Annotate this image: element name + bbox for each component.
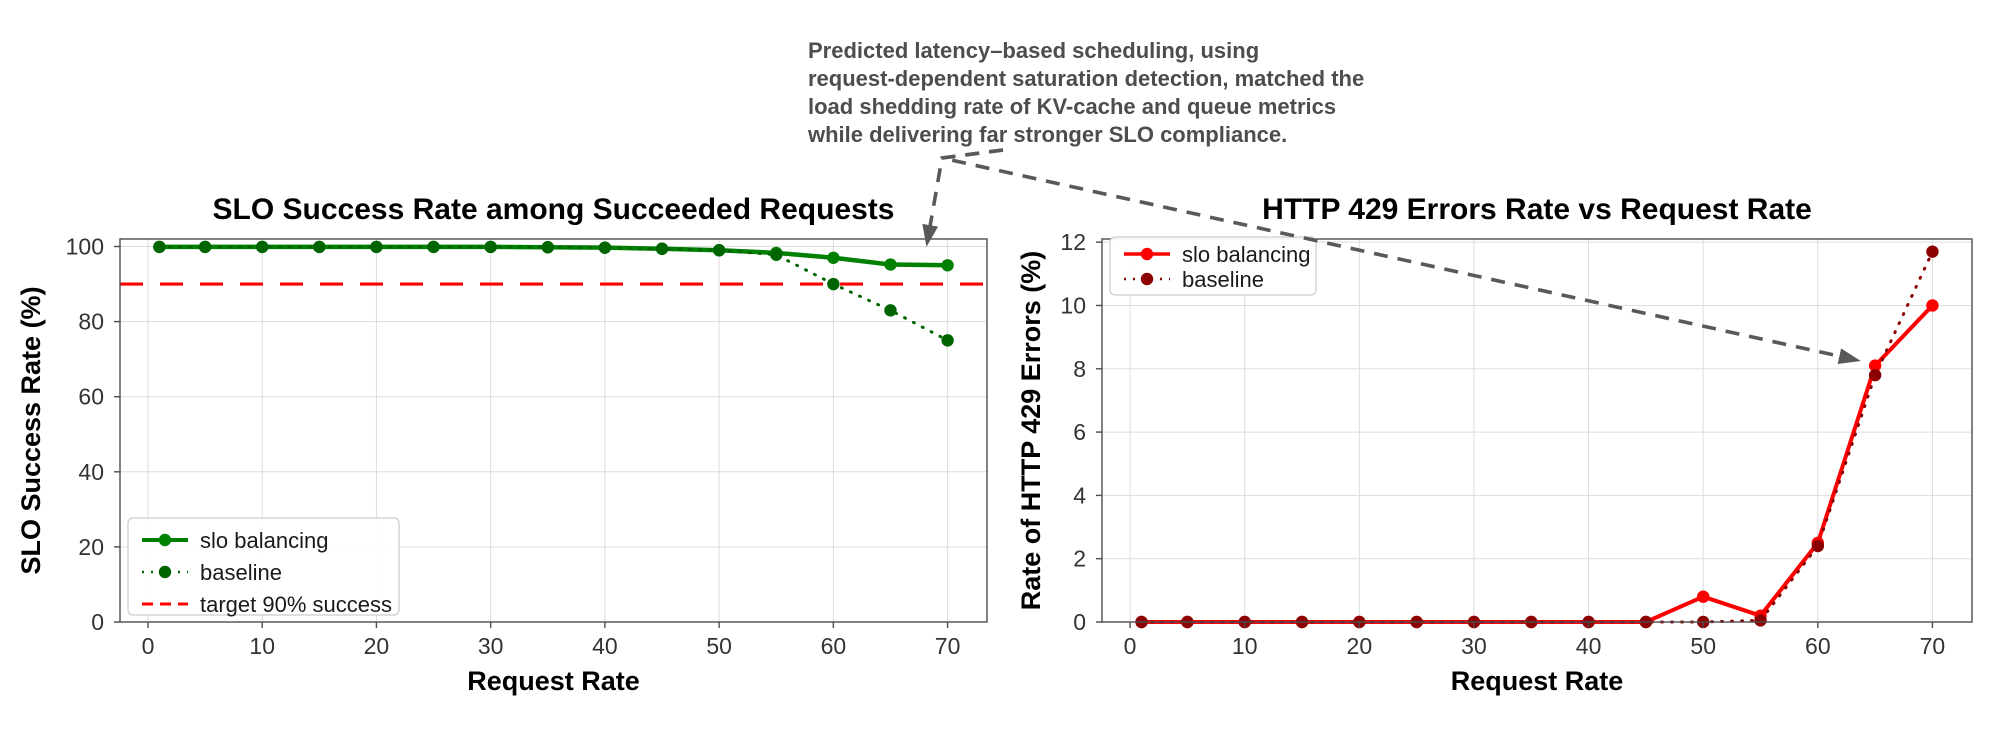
svg-text:6: 6 xyxy=(1073,419,1086,445)
svg-text:20: 20 xyxy=(78,534,104,560)
svg-text:80: 80 xyxy=(78,309,104,335)
svg-text:20: 20 xyxy=(1347,633,1373,659)
svg-text:50: 50 xyxy=(706,633,732,659)
svg-text:SLO Success Rate among Succeed: SLO Success Rate among Succeeded Request… xyxy=(213,193,895,226)
svg-text:slo balancing: slo balancing xyxy=(200,528,328,553)
svg-text:60: 60 xyxy=(1805,633,1831,659)
svg-text:baseline: baseline xyxy=(1182,267,1264,292)
svg-text:20: 20 xyxy=(364,633,390,659)
svg-text:60: 60 xyxy=(821,633,847,659)
svg-text:0: 0 xyxy=(142,633,155,659)
svg-text:8: 8 xyxy=(1073,356,1086,382)
svg-text:2: 2 xyxy=(1073,546,1086,572)
svg-text:slo balancing: slo balancing xyxy=(1182,242,1310,267)
svg-text:40: 40 xyxy=(78,459,104,485)
svg-text:70: 70 xyxy=(1920,633,1946,659)
svg-text:30: 30 xyxy=(1461,633,1487,659)
svg-text:70: 70 xyxy=(935,633,961,659)
svg-text:0: 0 xyxy=(1124,633,1137,659)
svg-text:Rate of HTTP 429 Errors (%): Rate of HTTP 429 Errors (%) xyxy=(1016,251,1046,611)
svg-text:10: 10 xyxy=(1232,633,1258,659)
svg-text:0: 0 xyxy=(1073,609,1086,635)
svg-text:12: 12 xyxy=(1060,229,1086,255)
svg-text:Request Rate: Request Rate xyxy=(467,666,640,696)
svg-text:0: 0 xyxy=(91,609,104,635)
svg-text:baseline: baseline xyxy=(200,560,282,585)
svg-text:60: 60 xyxy=(78,384,104,410)
svg-text:Request Rate: Request Rate xyxy=(1451,666,1624,696)
svg-text:40: 40 xyxy=(592,633,618,659)
svg-text:SLO Success Rate (%): SLO Success Rate (%) xyxy=(16,286,46,574)
svg-text:30: 30 xyxy=(478,633,504,659)
svg-text:40: 40 xyxy=(1576,633,1602,659)
svg-text:HTTP 429 Errors Rate vs Reques: HTTP 429 Errors Rate vs Request Rate xyxy=(1262,193,1812,226)
svg-text:50: 50 xyxy=(1690,633,1716,659)
svg-text:100: 100 xyxy=(66,234,104,260)
svg-text:10: 10 xyxy=(249,633,275,659)
svg-text:target 90% success: target 90% success xyxy=(200,592,392,617)
svg-text:10: 10 xyxy=(1060,292,1086,318)
svg-text:4: 4 xyxy=(1073,482,1086,508)
